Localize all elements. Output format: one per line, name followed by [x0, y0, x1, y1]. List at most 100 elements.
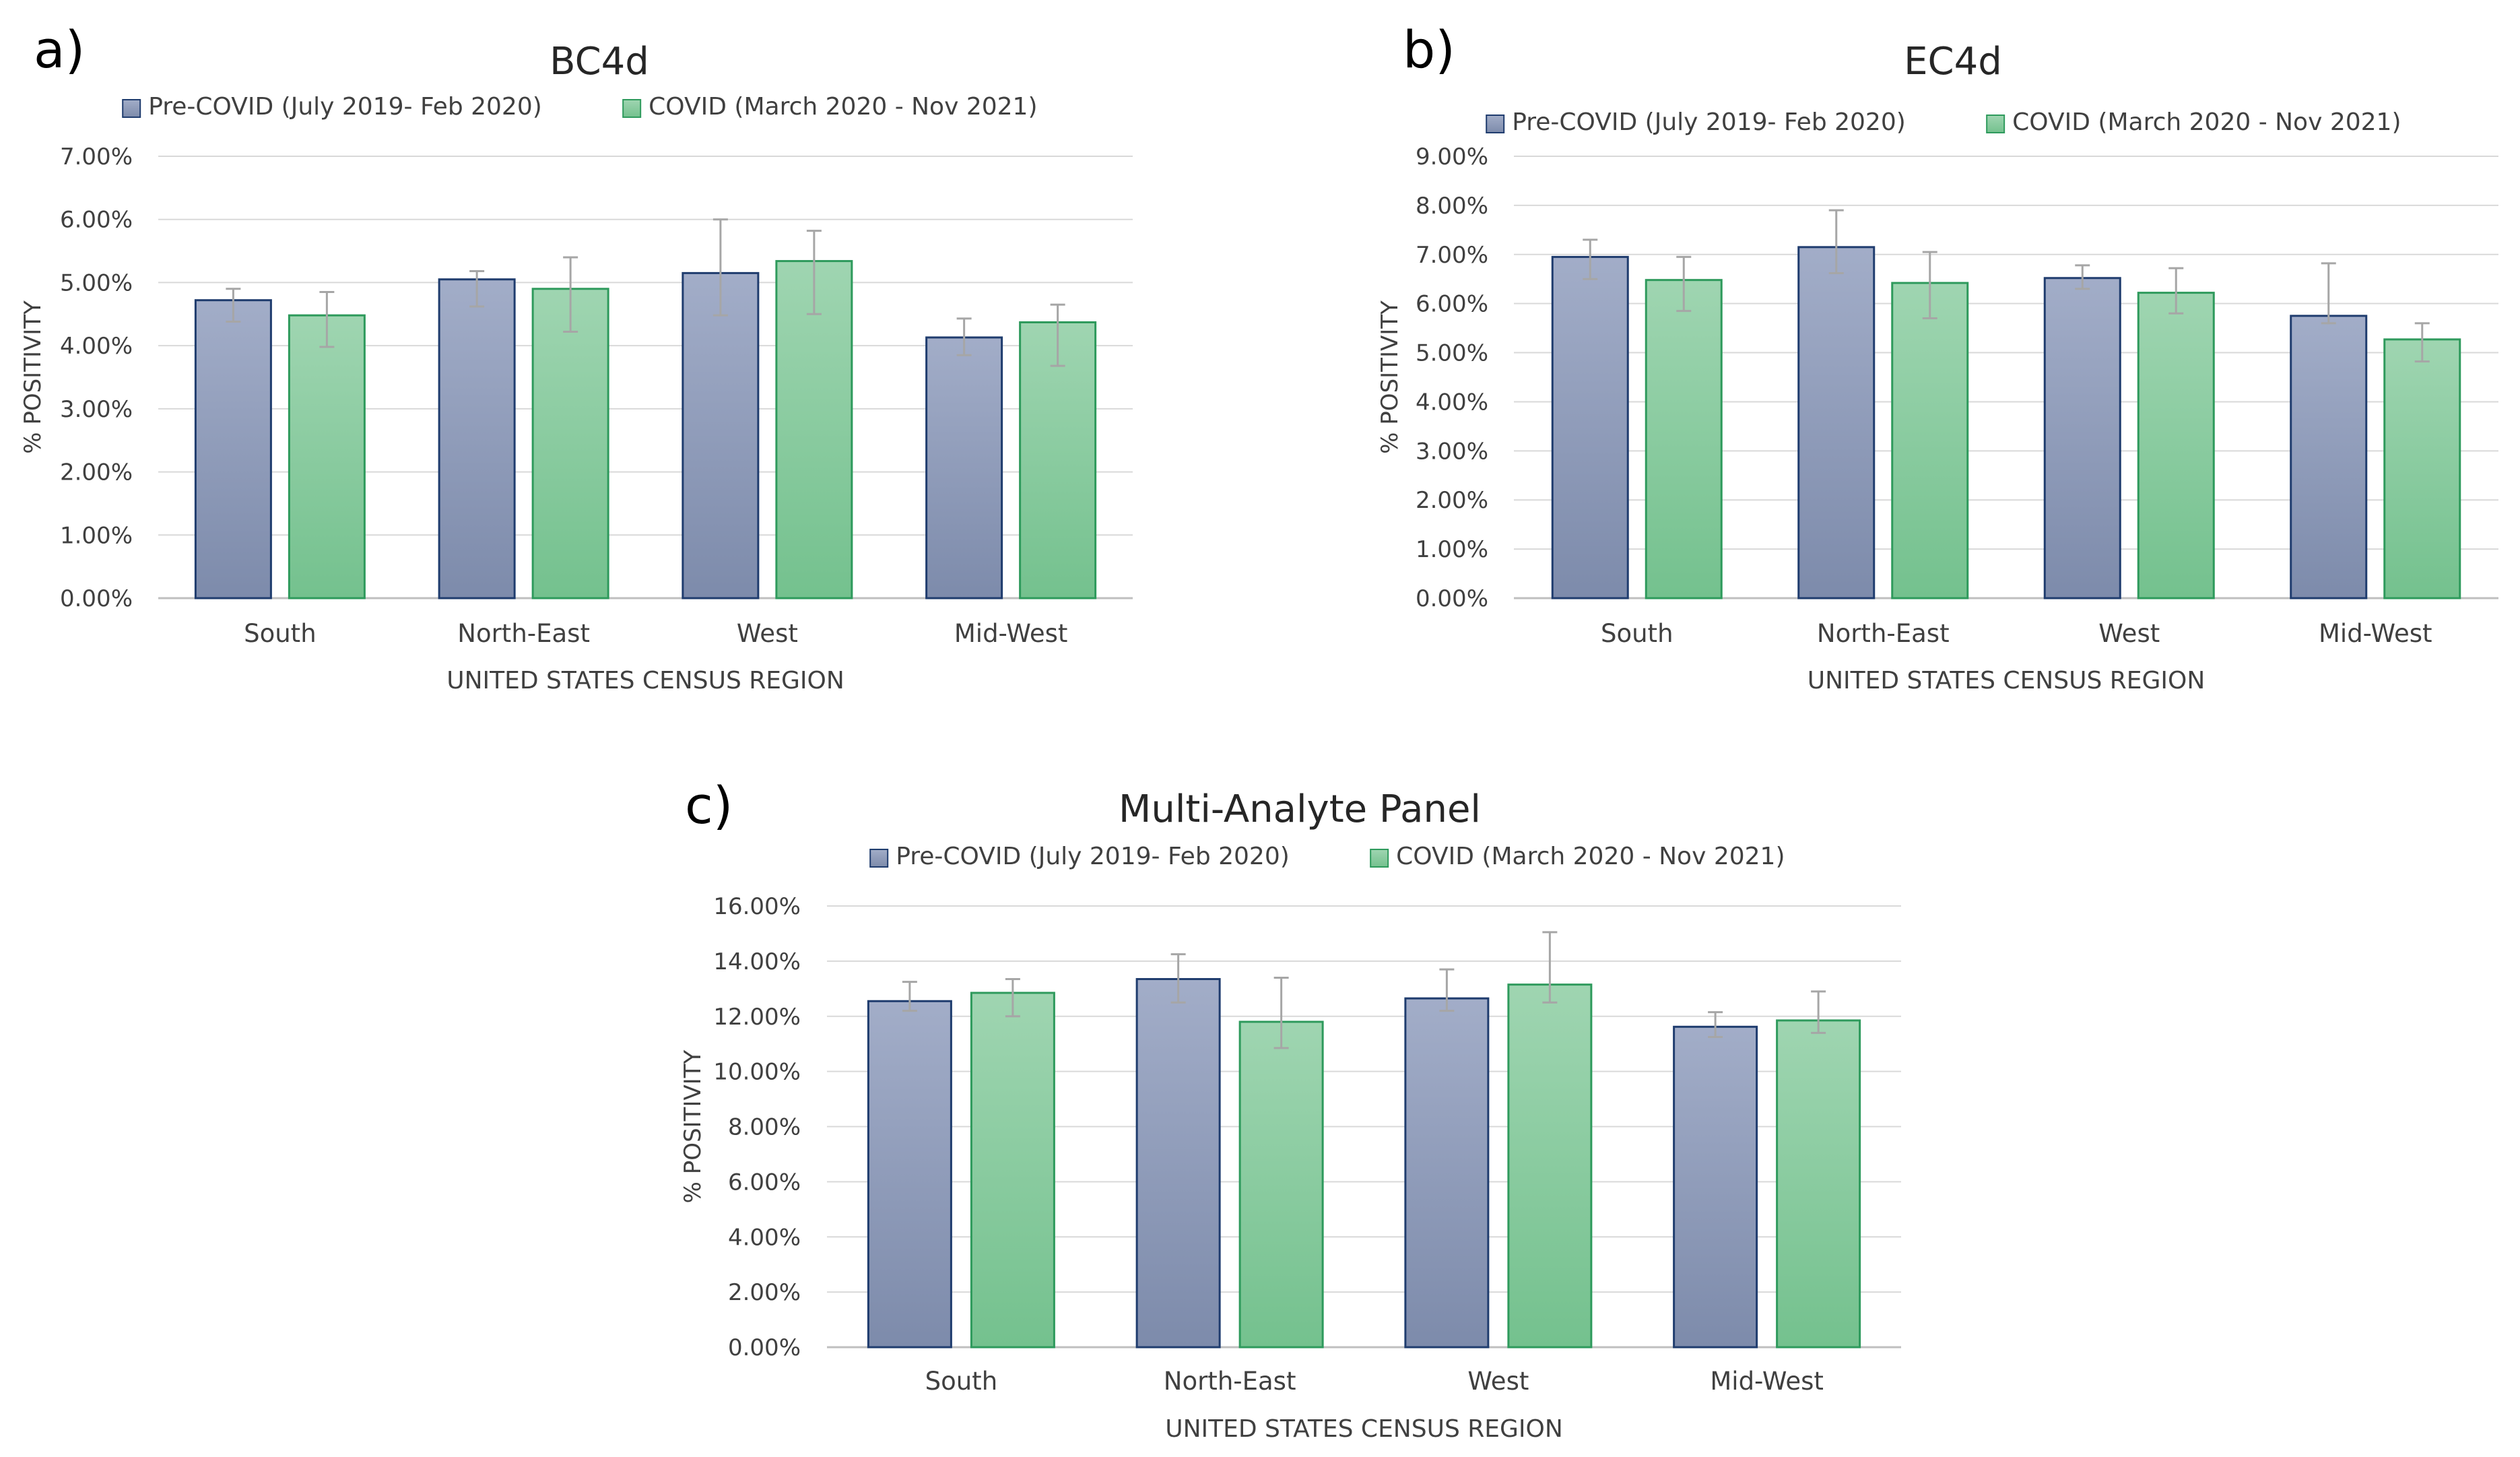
chart-title: BC4d [550, 40, 649, 84]
bar-covid [1891, 282, 1969, 600]
x-category-label: Mid-West [954, 619, 1068, 648]
legend-item: Pre-COVID (July 2019- Feb 2020) [1486, 108, 1906, 136]
y-tick-label: 10.00% [713, 1059, 801, 1086]
bar-pre-covid [1135, 977, 1221, 1349]
y-tick-label: 4.00% [60, 333, 133, 360]
bar-covid [1776, 1019, 1861, 1349]
legend: Pre-COVID (July 2019- Feb 2020) COVID (Ma… [122, 93, 1038, 121]
error-bar [1811, 990, 1826, 1034]
x-axis-title: UNITED STATES CENSUS REGION [446, 667, 844, 694]
y-tick-label: 0.00% [728, 1334, 801, 1361]
category-group: North-East [1135, 953, 1324, 1396]
chart-title: EC4d [1904, 40, 2002, 84]
y-axis-title: % POSITIVITY [1377, 300, 1403, 454]
category-group: West [1404, 931, 1593, 1396]
bar-covid [1507, 983, 1593, 1349]
category-group: Mid-West [2290, 262, 2461, 648]
bar-pre-covid [1404, 997, 1490, 1349]
error-bar [1050, 303, 1065, 367]
bar-pre-covid [925, 336, 1003, 600]
error-bar [2075, 264, 2090, 290]
error-bar [1708, 1011, 1723, 1038]
y-tick-label: 1.00% [1416, 536, 1488, 563]
error-bar [2414, 322, 2430, 363]
legend: Pre-COVID (July 2019- Feb 2020) COVID (Ma… [1486, 108, 2401, 136]
y-tick-label: 5.00% [60, 269, 133, 296]
category-group: South [194, 288, 366, 648]
y-axis-title: % POSITIVITY [679, 1049, 706, 1203]
category-group: South [1551, 238, 1723, 648]
y-tick-label: 5.00% [1416, 340, 1488, 367]
y-tick-label: 2.00% [1416, 487, 1488, 514]
bar-covid [2383, 338, 2461, 600]
y-tick-label: 4.00% [1416, 389, 1488, 416]
legend-swatch-covid [1370, 849, 1389, 868]
legend-label: Pre-COVID (July 2019- Feb 2020) [896, 843, 1290, 870]
error-bar [1922, 251, 1937, 320]
category-group: North-East [438, 256, 609, 648]
legend-item: Pre-COVID (July 2019- Feb 2020) [869, 843, 1290, 870]
chart-panel-a: a) BC4d Pre-COVID (July 2019- Feb 2020) COV… [20, 20, 1133, 694]
y-tick-label: 7.00% [60, 143, 133, 170]
panel-letter: c) [685, 775, 733, 835]
legend-item: COVID (March 2020 - Nov 2021) [1986, 108, 2401, 136]
bar-covid [1645, 279, 1723, 600]
category-group: North-East [1797, 209, 1969, 648]
chart-panel-b: b) EC4d Pre-COVID (July 2019- Feb 2020) COV… [1377, 20, 2498, 694]
legend-swatch-covid [1986, 115, 2005, 133]
legend-swatch-pre-covid [1486, 115, 1505, 133]
bar-pre-covid [2290, 315, 2368, 600]
error-bar [1583, 238, 1598, 280]
y-tick-label: 2.00% [728, 1279, 801, 1306]
bar-covid [775, 260, 853, 600]
y-tick-label: 3.00% [1416, 438, 1488, 465]
error-bar [563, 256, 578, 333]
error-bar [1439, 968, 1455, 1012]
y-tick-label: 1.00% [60, 522, 133, 549]
category-group: Mid-West [1673, 990, 1861, 1396]
bar-pre-covid [438, 278, 516, 600]
panel-letter: b) [1403, 20, 1455, 79]
error-bar [902, 981, 917, 1012]
y-axis-title: % POSITIVITY [20, 300, 46, 454]
x-category-label: South [925, 1367, 998, 1396]
bar-covid [531, 288, 609, 600]
error-bar [2321, 262, 2336, 325]
legend-item: COVID (March 2020 - Nov 2021) [622, 93, 1038, 121]
bar-covid [2137, 292, 2215, 600]
error-bar [1005, 977, 1020, 1018]
chart-panel-c: c) Multi-Analyte Panel Pre-COVID (July 201… [679, 775, 1901, 1443]
legend-swatch-pre-covid [869, 849, 889, 868]
bar-pre-covid [682, 271, 760, 600]
legend-item: COVID (March 2020 - Nov 2021) [1370, 843, 1785, 870]
y-tick-label: 8.00% [728, 1114, 801, 1141]
x-category-label: South [244, 619, 317, 648]
error-bar [1542, 931, 1558, 1004]
legend-label: COVID (March 2020 - Nov 2021) [1396, 843, 1785, 870]
category-group: Mid-West [925, 303, 1097, 648]
bar-covid [288, 314, 366, 600]
y-tick-label: 4.00% [728, 1224, 801, 1251]
bar-pre-covid [867, 1000, 952, 1349]
y-tick-label: 3.00% [60, 396, 133, 423]
y-tick-label: 6.00% [1416, 291, 1488, 318]
chart-title: Multi-Analyte Panel [1119, 787, 1481, 831]
y-tick-label: 16.00% [713, 893, 801, 920]
y-tick-label: 7.00% [1416, 242, 1488, 269]
error-bar [956, 317, 972, 356]
category-group: West [2043, 264, 2215, 648]
y-tick-label: 14.00% [713, 948, 801, 975]
y-tick-label: 2.00% [60, 459, 133, 486]
x-category-label: West [1467, 1367, 1529, 1396]
bar-pre-covid [1673, 1025, 1758, 1349]
y-tick-label: 6.00% [60, 207, 133, 234]
x-category-label: Mid-West [2319, 619, 2432, 648]
error-bar [712, 218, 728, 317]
y-tick-label: 0.00% [60, 585, 133, 612]
error-bar [1273, 976, 1289, 1049]
y-tick-label: 9.00% [1416, 143, 1488, 170]
y-tick-label: 12.00% [713, 1004, 801, 1031]
x-category-label: West [2098, 619, 2160, 648]
bar-covid [970, 992, 1055, 1349]
